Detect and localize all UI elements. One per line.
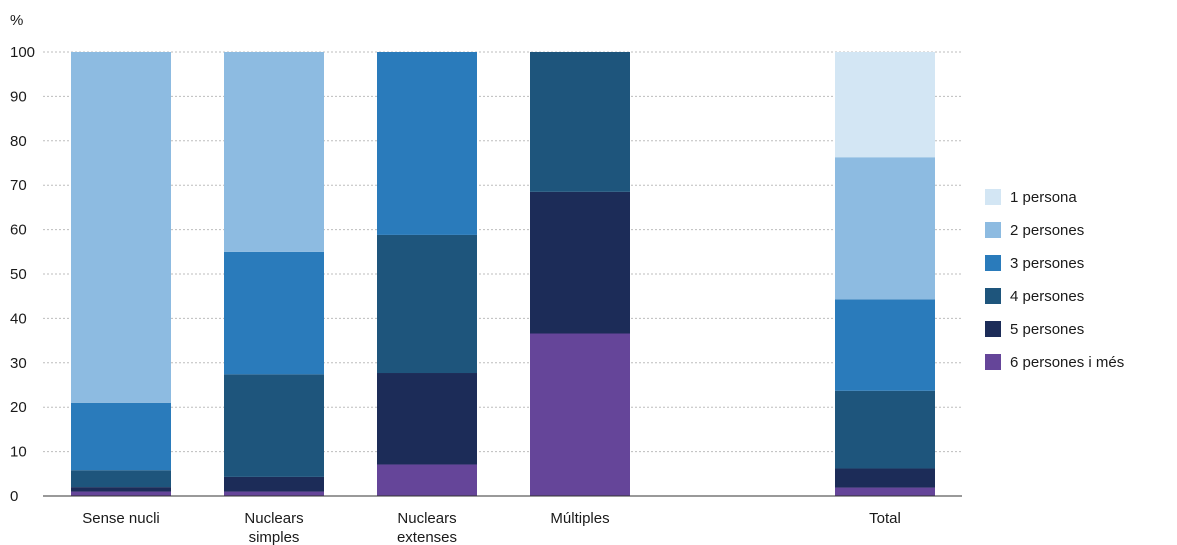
bar-segment xyxy=(835,157,935,300)
gridlines xyxy=(43,51,962,453)
bar-segment xyxy=(377,464,477,496)
legend-label: 6 persones i més xyxy=(1010,354,1124,371)
y-axis-unit-label: % xyxy=(10,12,23,29)
legend: 1 persona 2 persones 3 persones 4 persones 5… xyxy=(985,189,1124,371)
y-tick-label: 0 xyxy=(10,488,18,505)
legend-label: 3 persones xyxy=(1010,255,1084,272)
legend-swatch xyxy=(985,321,1001,337)
x-category-label: Múltiples xyxy=(550,510,609,527)
bar-segment xyxy=(377,373,477,465)
bar-segment xyxy=(835,52,935,158)
bar-segment xyxy=(377,52,477,235)
x-category-label: Total xyxy=(869,510,901,527)
bar-segment xyxy=(71,52,171,403)
bar-segment xyxy=(530,52,630,192)
bar-segment xyxy=(224,374,324,477)
bar-segment xyxy=(71,402,171,471)
y-axis-ticks: 0 10 20 30 40 50 60 70 80 90 100 xyxy=(10,44,35,505)
bar-segment xyxy=(835,487,935,496)
x-axis-labels: Sense nucli Nuclears simples Nuclears extens… xyxy=(82,510,901,545)
y-tick-label: 20 xyxy=(10,399,27,416)
legend-label: 5 persones xyxy=(1010,321,1084,338)
legend-swatch xyxy=(985,288,1001,304)
y-tick-label: 40 xyxy=(10,310,27,327)
legend-label: 1 persona xyxy=(1010,189,1077,206)
y-tick-label: 10 xyxy=(10,444,27,461)
y-tick-label: 80 xyxy=(10,133,27,150)
bar-segment xyxy=(71,491,171,496)
bar-segment xyxy=(835,299,935,391)
legend-label: 2 persones xyxy=(1010,222,1084,239)
x-category-label: Nuclears xyxy=(244,510,303,527)
bar-segment xyxy=(835,390,935,469)
x-category-label: Nuclears xyxy=(397,510,456,527)
y-tick-label: 30 xyxy=(10,355,27,372)
bar-segment xyxy=(224,476,324,492)
bar-segment xyxy=(530,191,630,334)
bar-segment xyxy=(224,491,324,496)
y-tick-label: 60 xyxy=(10,222,27,239)
legend-swatch xyxy=(985,354,1001,370)
bar-segment xyxy=(835,468,935,488)
bar-segment xyxy=(377,234,477,374)
y-tick-label: 90 xyxy=(10,88,27,105)
legend-label: 4 persones xyxy=(1010,288,1084,305)
x-category-label: extenses xyxy=(397,529,457,545)
bar-segment xyxy=(224,251,324,375)
y-tick-label: 50 xyxy=(10,266,27,283)
bar-segment xyxy=(224,52,324,252)
y-tick-label: 100 xyxy=(10,44,35,61)
x-category-label: simples xyxy=(249,529,300,545)
bars xyxy=(71,52,935,496)
bar-segment xyxy=(530,333,630,496)
legend-swatch xyxy=(985,189,1001,205)
x-category-label: Sense nucli xyxy=(82,510,160,527)
legend-swatch xyxy=(985,222,1001,238)
y-tick-label: 70 xyxy=(10,177,27,194)
legend-swatch xyxy=(985,255,1001,271)
bar-segment xyxy=(71,487,171,492)
bar-segment xyxy=(71,470,171,488)
